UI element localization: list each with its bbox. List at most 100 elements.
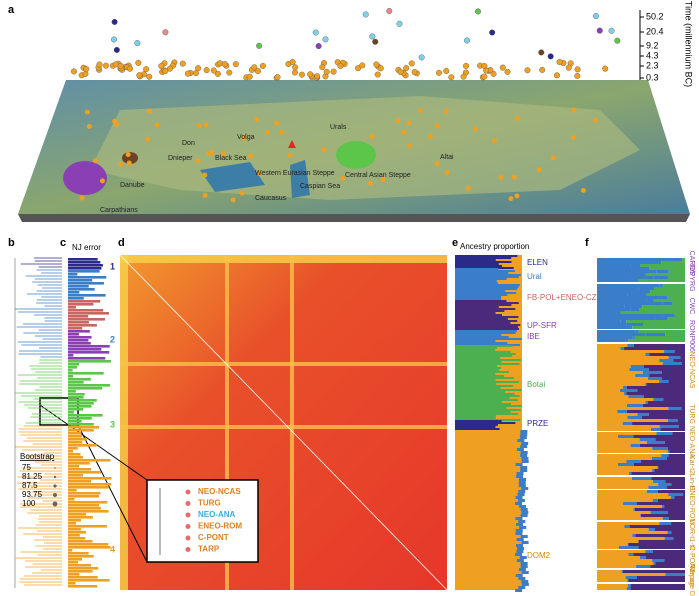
sample-point	[614, 37, 621, 44]
sample-point	[274, 74, 281, 81]
ancestry-segment	[642, 371, 662, 374]
ancestry-segment	[635, 534, 685, 537]
zoom-line	[77, 424, 148, 563]
map-site	[395, 118, 401, 124]
sample-point	[210, 67, 217, 74]
map-site	[406, 120, 412, 126]
map-site	[112, 118, 118, 124]
ancestry-segment	[653, 287, 685, 290]
ancestry-segment	[622, 422, 633, 425]
cluster-label: 2	[110, 334, 115, 344]
ancestry-segment	[670, 496, 675, 499]
ancestry-segment	[624, 305, 643, 308]
ancestry-segment	[597, 573, 666, 576]
error-bar	[68, 354, 74, 357]
inset-node	[185, 501, 191, 506]
ancestry-segment	[683, 493, 685, 496]
ancestry-segment	[637, 413, 649, 416]
error-bar	[68, 390, 76, 393]
error-bar	[68, 267, 102, 270]
ancestry-stripe	[521, 511, 529, 514]
map-site	[84, 109, 90, 115]
error-bar	[68, 294, 106, 297]
ancestry-segment	[597, 587, 627, 590]
ancestry-stripe	[455, 280, 497, 282]
ancestry-segment	[597, 460, 627, 463]
ancestry-segment	[617, 410, 627, 413]
ancestry-segment	[597, 383, 646, 386]
error-bar	[68, 516, 93, 519]
ancestry-stripe	[455, 353, 516, 355]
sample-point	[474, 8, 481, 15]
sample-point	[372, 38, 379, 45]
ancestry-segment	[597, 261, 659, 264]
ancestry-segment	[597, 525, 625, 528]
map-site	[508, 196, 514, 202]
sample-point	[556, 59, 563, 66]
ancestry-stripe	[455, 322, 511, 324]
group-label: Kar-t2	[688, 455, 695, 474]
error-bar	[68, 273, 78, 276]
sample-point	[70, 68, 77, 75]
ancestry-stripe	[518, 520, 526, 523]
error-bar	[68, 576, 98, 579]
ancestry-stripe	[455, 274, 521, 276]
ancestry-segment	[634, 508, 685, 511]
sample-point	[574, 72, 581, 79]
ancestry-stripe	[455, 428, 500, 430]
group-label: RONP006	[688, 320, 695, 352]
ancestry-stripe	[519, 505, 527, 508]
tick-label: 50.2	[646, 11, 664, 21]
ancestry-segment	[664, 258, 683, 261]
map-site	[498, 175, 504, 181]
ancestry-stripe	[520, 445, 528, 448]
ancestry-segment	[597, 493, 669, 496]
ancestry-stripe	[455, 312, 496, 314]
error-bar	[68, 522, 77, 525]
ancestry-segment	[597, 432, 657, 435]
sample-point	[408, 60, 415, 67]
map-site	[241, 135, 247, 141]
ancestry-stripe	[455, 401, 502, 403]
ancestry-segment	[652, 499, 658, 502]
ancestry-segment	[597, 480, 653, 483]
ancestry-stripe	[455, 332, 516, 334]
ancestry-segment	[681, 407, 685, 410]
ancestry-segment	[650, 428, 661, 431]
ancestry-segment	[632, 336, 635, 339]
ancestry-segment	[639, 308, 685, 311]
sample-point	[463, 62, 470, 69]
map-label: Western Eurasian Steppe	[255, 170, 335, 177]
error-bar	[68, 297, 84, 300]
ancestry-segment	[655, 438, 685, 441]
ancestry-segment	[666, 486, 685, 489]
black-sea	[200, 162, 265, 192]
ancestry-segment	[597, 311, 618, 314]
error-bar	[68, 258, 98, 261]
ancestry-segment	[622, 570, 685, 573]
ancestry-segment	[597, 305, 625, 308]
ancestry-segment	[654, 469, 685, 472]
ancestry-segment	[626, 392, 685, 395]
map-site	[287, 152, 293, 158]
ancestry-segment	[628, 339, 685, 342]
ancestry-stripe	[520, 430, 528, 433]
ancestry-stripe	[455, 257, 512, 259]
ancestry-stripe	[455, 347, 498, 349]
ancestry-segment	[638, 540, 685, 543]
map-site	[279, 129, 285, 135]
error-bar	[68, 519, 81, 522]
error-bar	[68, 456, 83, 459]
ancestry-segment	[630, 365, 644, 368]
ancestry-segment	[597, 444, 631, 447]
ancestry-stripe	[455, 426, 496, 428]
ancestry-segment	[628, 543, 685, 546]
ancestry-segment	[620, 347, 625, 350]
error-bar	[68, 546, 111, 549]
ancestry-segment	[659, 380, 669, 383]
ancestry-segment	[666, 457, 685, 460]
ancestry-label: IBE	[527, 332, 540, 341]
ancestry-segment	[661, 505, 665, 508]
ancestry-segment	[597, 472, 630, 475]
map-site	[264, 130, 270, 136]
